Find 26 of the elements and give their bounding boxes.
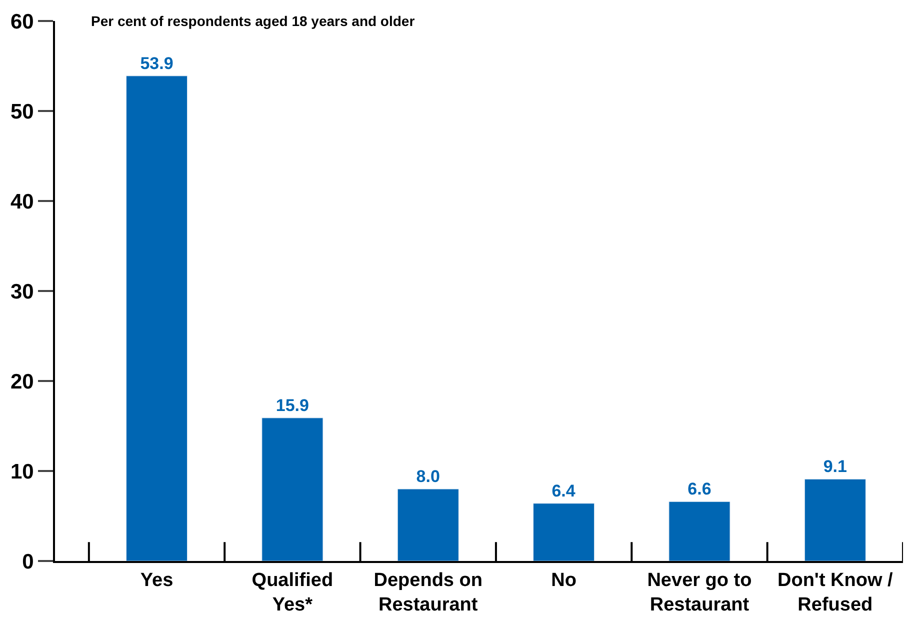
- x-tick-label: Yes: [140, 570, 174, 591]
- data-label: 6.6: [688, 480, 712, 499]
- y-tick-label: 40: [10, 190, 34, 214]
- data-label: 9.1: [823, 457, 847, 476]
- x-tick-label: No: [551, 570, 576, 591]
- data-label: 15.9: [276, 396, 309, 415]
- bar: [668, 501, 730, 561]
- bar: [804, 478, 866, 561]
- x-tick-label: Never go to Restaurant: [647, 570, 752, 616]
- bar: [126, 76, 188, 561]
- bar: [533, 503, 595, 561]
- bar: [397, 488, 459, 561]
- y-tick-label: 30: [10, 280, 34, 304]
- y-axis-title: Per cent of respondents aged 18 years and older: [91, 13, 416, 29]
- bar: [262, 418, 324, 561]
- x-tick-label: Qualified Yes*: [252, 570, 334, 616]
- data-label: 8.0: [416, 467, 440, 486]
- y-tick-label: 0: [22, 550, 34, 574]
- data-label: 6.4: [552, 481, 576, 500]
- y-tick-label: 60: [10, 10, 34, 34]
- x-tick-label: Depends on Restaurant: [374, 570, 482, 616]
- y-tick-label: 50: [10, 100, 34, 124]
- data-label: 53.9: [140, 54, 174, 73]
- x-tick-label: Don't Know / Refused: [777, 570, 894, 616]
- y-tick-label: 20: [10, 370, 34, 394]
- y-tick-label: 10: [10, 460, 34, 484]
